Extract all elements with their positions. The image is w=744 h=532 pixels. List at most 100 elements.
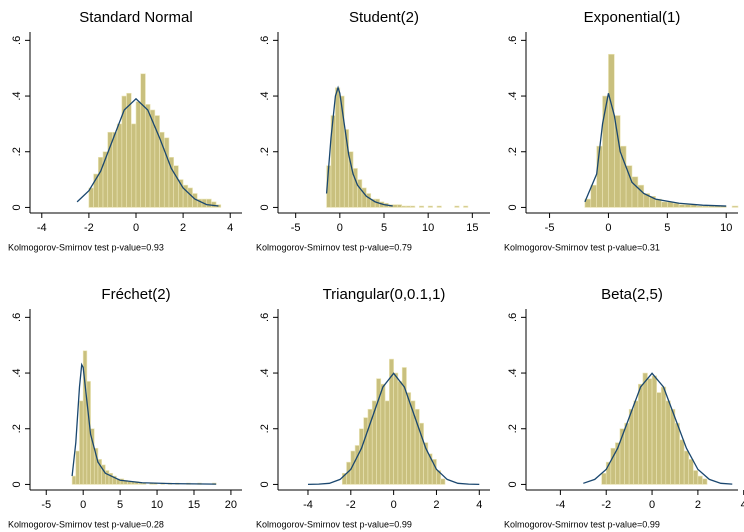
test-note: Kolmogorov-Smirnov test p-value=0.28 [8, 519, 164, 529]
histogram-bar [602, 95, 609, 208]
histogram-bar [608, 53, 615, 208]
x-tick-label: 4 [227, 222, 233, 234]
histogram-bar [624, 422, 630, 485]
histogram-bar [708, 205, 715, 208]
histogram-bar [405, 205, 411, 208]
x-tick-label: 4 [476, 499, 482, 511]
histogram-bar [656, 392, 662, 485]
histogram-bar [145, 104, 151, 208]
y-tick-label: .2 [507, 424, 519, 433]
histogram-bar [614, 115, 621, 208]
y-tick-label: 0 [11, 204, 23, 210]
x-tick-label: -4 [37, 222, 47, 234]
histogram-bar [674, 422, 680, 485]
y-tick-label: .6 [11, 36, 23, 45]
histogram-bar [678, 204, 686, 208]
density-curve [307, 372, 480, 486]
histogram-bar [440, 478, 446, 485]
histogram-bar [665, 400, 671, 485]
y-tick-label: 0 [507, 481, 519, 487]
x-tick-label: 2 [433, 499, 439, 511]
y-tick-label: .2 [259, 147, 271, 156]
histogram-bar [354, 445, 360, 485]
panel-title: Standard Normal [79, 9, 192, 26]
y-tick-label: .6 [507, 313, 519, 322]
histogram-bar [427, 205, 433, 208]
test-note: Kolmogorov-Smirnov test p-value=0.93 [8, 242, 164, 252]
histogram-bar [697, 475, 703, 485]
histogram-bar [651, 375, 657, 485]
histogram-bar [410, 205, 416, 208]
histogram-bar [88, 187, 94, 208]
x-tick-label: 10 [422, 222, 434, 234]
y-tick-label: .2 [11, 147, 23, 156]
histogram-bar [683, 450, 690, 485]
x-tick-label: 15 [466, 222, 478, 234]
histogram-bar [126, 92, 132, 208]
x-tick-label: 20 [225, 499, 237, 511]
test-note: Kolmogorov-Smirnov test p-value=0.79 [256, 242, 412, 252]
panel: Student(2) 0 .2 .4 .6 -5 0 5 10 15 Kolmogorov-Smir… [256, 9, 490, 252]
histogram-bar [393, 372, 399, 485]
x-tick-label: 0 [605, 222, 611, 234]
histogram-bar [206, 198, 212, 208]
x-tick-label: -5 [545, 222, 555, 234]
histogram-bar [601, 472, 607, 485]
x-tick-label: -2 [84, 222, 94, 234]
histogram-bar [731, 205, 739, 208]
x-tick-label: 15 [188, 499, 200, 511]
x-tick-label: -5 [291, 222, 301, 234]
density-curve [325, 85, 393, 207]
x-tick-label: 4 [741, 499, 744, 511]
histogram-bar [359, 428, 364, 485]
y-tick-label: .6 [259, 313, 271, 322]
y-tick-label: .4 [11, 91, 23, 100]
histogram-bar [463, 205, 469, 208]
panel-title: Exponential(1) [584, 9, 681, 26]
x-tick-label: 5 [664, 222, 670, 234]
x-tick-label: -4 [303, 499, 313, 511]
panel-title: Student(2) [349, 9, 419, 26]
histogram-bar [647, 378, 653, 485]
density-curve [584, 93, 727, 207]
histogram-bar [380, 383, 386, 485]
y-tick-label: 0 [259, 204, 271, 210]
y-tick-label: .2 [259, 424, 271, 433]
x-tick-label: 0 [649, 499, 655, 511]
histogram-bar [688, 459, 694, 485]
histogram-bar [633, 400, 639, 485]
x-tick-label: 10 [151, 499, 163, 511]
y-tick-label: .4 [259, 91, 271, 100]
x-tick-label: 5 [117, 499, 123, 511]
y-tick-label: .4 [507, 368, 519, 377]
density-curve [71, 362, 217, 485]
histogram-bar [396, 204, 402, 208]
histogram-bar [98, 157, 104, 208]
y-tick-label: .6 [259, 36, 271, 45]
histogram-bar [661, 201, 668, 208]
x-tick-label: -2 [601, 499, 611, 511]
histogram-bar [357, 179, 363, 208]
x-tick-label: 5 [381, 222, 387, 234]
histogram-bar [79, 400, 84, 485]
y-tick-label: .4 [507, 91, 519, 100]
histogram-bar [397, 381, 403, 485]
histogram-bar [638, 383, 644, 485]
histogram-bar [116, 123, 123, 208]
y-tick-label: 0 [507, 204, 519, 210]
histogram-bar [642, 372, 648, 485]
x-tick-label: 2 [695, 499, 701, 511]
panel-title: Triangular(0,0.1,1) [323, 286, 446, 303]
x-tick-label: 0 [337, 222, 343, 234]
histogram-bar [335, 87, 341, 208]
panel: Standard Normal 0 .2 .4 .6 -4 -2 0 2 4 Kolmogorov-… [8, 9, 242, 252]
y-tick-label: .2 [507, 147, 519, 156]
y-tick-label: .4 [259, 368, 271, 377]
histogram-bar [112, 131, 118, 208]
histogram-bar [75, 450, 80, 485]
histogram-bar [163, 137, 170, 208]
panel: Exponential(1) 0 .2 .4 .6 -5 0 5 10 Kolmogorov-Sm… [504, 9, 739, 252]
test-note: Kolmogorov-Smirnov test p-value=0.31 [504, 242, 660, 252]
panel-title: Fréchet(2) [101, 286, 170, 303]
histogram-bar [693, 470, 699, 485]
